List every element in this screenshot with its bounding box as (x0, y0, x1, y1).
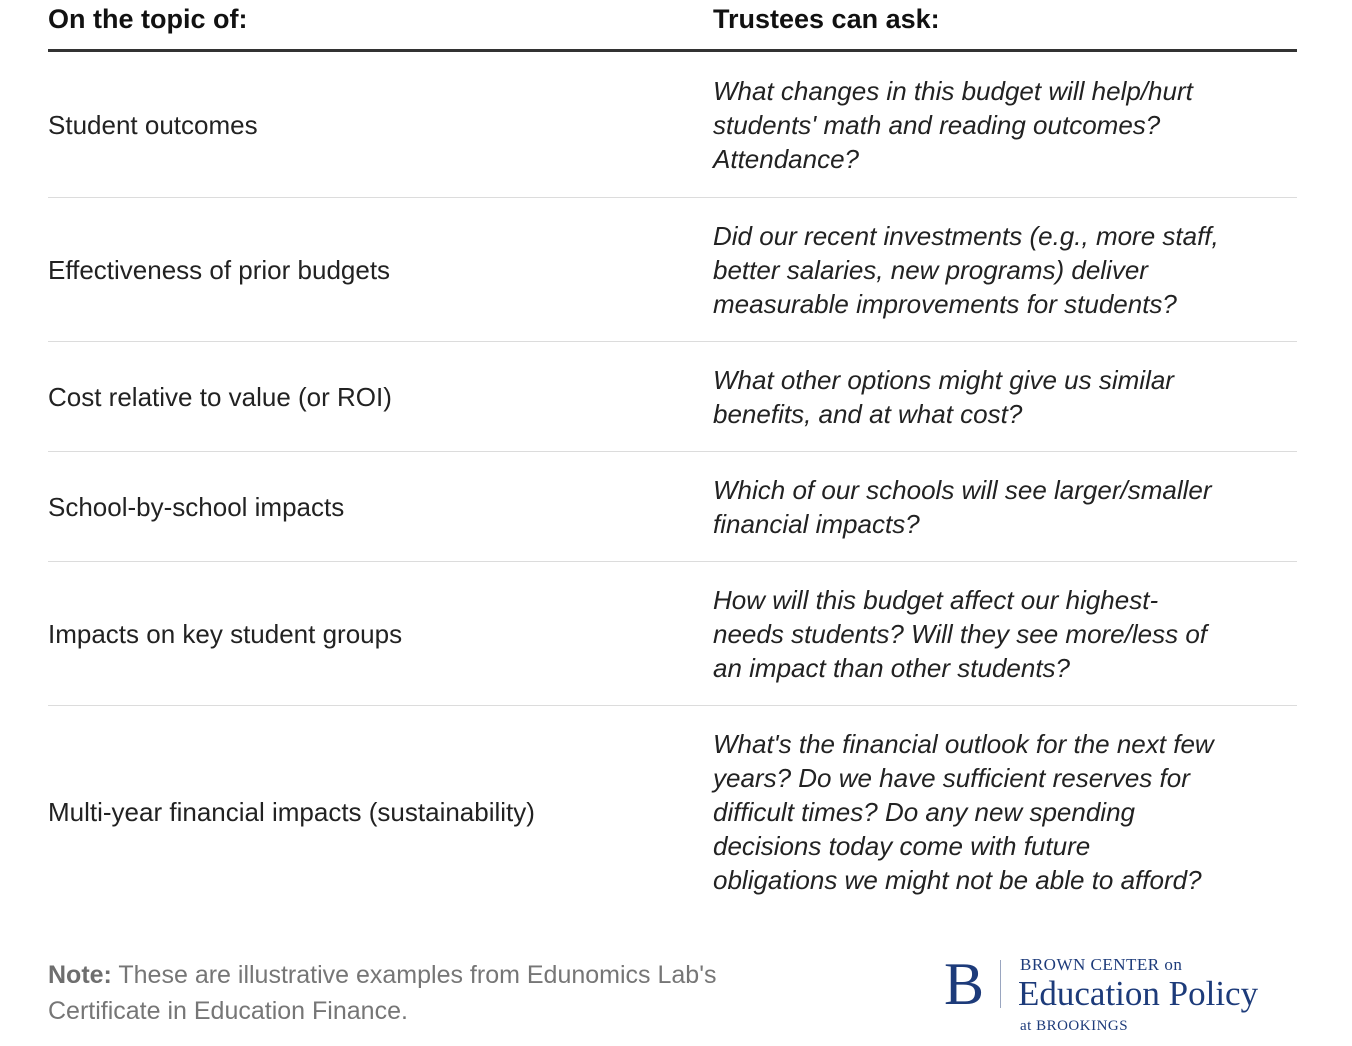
question-line: financial impacts? (713, 508, 920, 539)
topic-cell: Multi-year financial impacts (sustainabi… (48, 797, 535, 827)
logo-b-mark: B (944, 951, 985, 1017)
question-line: Did our recent investments (e.g., more s… (713, 220, 1219, 251)
logo-top-text: BROWN CENTER on (1020, 955, 1183, 974)
question-cell: Which of our schools will see larger/sma… (713, 473, 1297, 541)
logo-bottom-text: at BROOKINGS (1020, 1018, 1129, 1034)
question-line: What other options might give us similar (713, 364, 1174, 395)
note-text-1: These are illustrative examples from Edu… (111, 961, 717, 989)
topic-cell: Cost relative to value (or ROI) (48, 381, 392, 412)
note-line-1: Note: These are illustrative examples fr… (48, 957, 848, 993)
question-line: What's the financial outlook for the nex… (713, 729, 1214, 759)
logo-main-text: Education Policy (1018, 974, 1259, 1013)
question-line: Which of our schools will see larger/sma… (713, 474, 1212, 505)
question-line: How will this budget affect our highest- (713, 584, 1159, 615)
question-line: decisions today come with future (713, 831, 1091, 861)
question-line: obligations we might not be able to affo… (713, 865, 1202, 895)
question-line: an impact than other students? (713, 652, 1071, 683)
table-row: Impacts on key student groups How will t… (48, 562, 1297, 706)
note-label: Note: (48, 961, 112, 989)
topic-cell: Impacts on key student groups (48, 618, 403, 649)
question-line: students' math and reading outcomes? (713, 109, 1161, 140)
topic-cell: School-by-school impacts (48, 491, 345, 522)
table-row: Multi-year financial impacts (sustainabi… (48, 706, 1297, 918)
topic-cell: Student outcomes (48, 109, 258, 140)
question-cell: What's the financial outlook for the nex… (713, 727, 1297, 897)
question-cell: How will this budget affect our highest-… (713, 583, 1297, 685)
logo-divider (1000, 960, 1001, 1008)
header-ask: Trustees can ask: (713, 4, 940, 34)
table-row: Effectiveness of prior budgets Did our r… (48, 198, 1297, 342)
question-line: Attendance? (713, 143, 860, 174)
question-cell: Did our recent investments (e.g., more s… (713, 219, 1297, 321)
question-line: needs students? Will they see more/less … (713, 618, 1208, 649)
trustee-questions-table: On the topic of: Trustees can ask: Stude… (48, 0, 1297, 918)
question-cell: What changes in this budget will help/hu… (713, 74, 1297, 176)
table-row: Cost relative to value (or ROI) What oth… (48, 342, 1297, 452)
question-line: better salaries, new programs) deliver (713, 254, 1148, 285)
question-line: years? Do we have sufficient reserves fo… (713, 763, 1190, 793)
question-line: benefits, and at what cost? (713, 398, 1023, 429)
topic-cell: Effectiveness of prior budgets (48, 254, 391, 285)
header-topic: On the topic of: (48, 4, 248, 34)
note-text-2: Certificate in Education Finance. (48, 997, 408, 1025)
question-line: What changes in this budget will help/hu… (713, 75, 1193, 106)
table-row: School-by-school impacts Which of our sc… (48, 452, 1297, 562)
question-line: difficult times? Do any new spending (713, 797, 1136, 827)
table-row: Student outcomes What changes in this bu… (48, 52, 1297, 198)
source-note: Note: These are illustrative examples fr… (48, 957, 848, 1029)
table-header: On the topic of: Trustees can ask: (48, 0, 1297, 52)
question-line: measurable improvements for students? (713, 288, 1177, 319)
question-cell: What other options might give us similar… (713, 363, 1297, 431)
brown-center-logo: B BROWN CENTER on Education Policy at BR… (944, 952, 1304, 1036)
